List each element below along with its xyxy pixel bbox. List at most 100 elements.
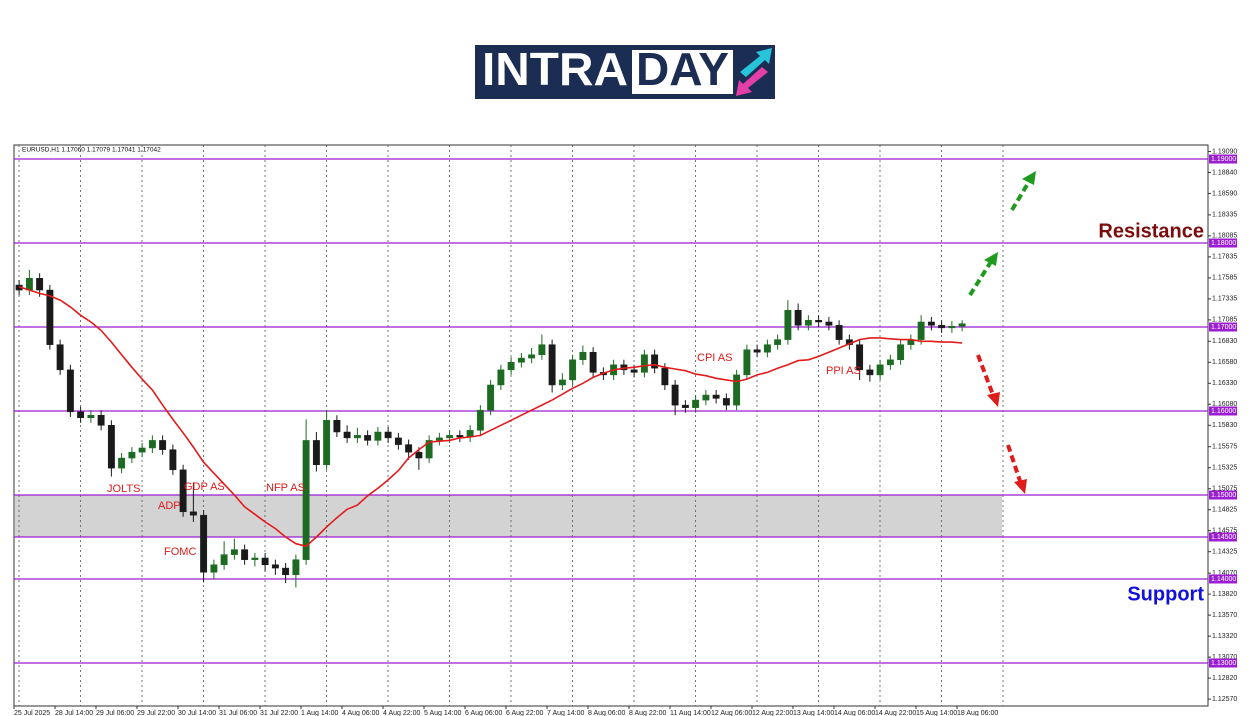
candle-body bbox=[702, 394, 710, 401]
candle-body bbox=[938, 325, 946, 329]
level-tag bbox=[1209, 154, 1237, 164]
y-tick-label: 1.18085 bbox=[1212, 233, 1237, 240]
level-tag bbox=[1209, 658, 1237, 668]
candle-body bbox=[415, 451, 423, 459]
candle-body bbox=[774, 339, 782, 345]
y-tick-label: 1.16080 bbox=[1212, 401, 1237, 408]
plot-frame bbox=[13, 144, 1209, 707]
symbol-header: EURUSD,H1 1.17060 1.17079 1.17041 1.1704… bbox=[22, 147, 161, 154]
moving-average bbox=[18, 285, 963, 548]
candle-body bbox=[118, 457, 126, 469]
y-tick-label: 1.15075 bbox=[1212, 486, 1237, 493]
candle-body bbox=[497, 369, 505, 386]
x-tick-label: 28 Jul 14:00 bbox=[55, 710, 93, 716]
candle-body bbox=[241, 549, 249, 560]
y-tick-label: 1.16830 bbox=[1212, 338, 1237, 345]
x-tick-label: 14 Aug 06:00 bbox=[834, 710, 875, 716]
y-tick-label: 1.14575 bbox=[1212, 528, 1237, 535]
y-tick-label: 1.15830 bbox=[1212, 422, 1237, 429]
x-tick-label: 5 Aug 14:00 bbox=[424, 710, 461, 716]
y-tick-label: 1.17835 bbox=[1212, 254, 1237, 261]
plot bbox=[13, 145, 1211, 709]
x-tick-label: 8 Aug 22:00 bbox=[629, 710, 666, 716]
candle-body bbox=[651, 354, 659, 369]
annotation: JOLTS bbox=[107, 483, 140, 495]
x-tick-label: 31 Jul 06:00 bbox=[219, 710, 257, 716]
candle-body bbox=[927, 321, 935, 326]
candle-body bbox=[302, 440, 310, 560]
level-tag bbox=[1209, 574, 1237, 584]
level-tag bbox=[1209, 490, 1237, 500]
logo-arrow bbox=[736, 67, 768, 96]
y-tick-label: 1.19090 bbox=[1212, 148, 1237, 155]
x-tick-label: 1 Aug 14:00 bbox=[301, 710, 338, 716]
candle-body bbox=[917, 321, 925, 340]
candle-body bbox=[835, 325, 843, 340]
level-label: 1.18000 bbox=[1211, 240, 1236, 247]
candle-body bbox=[435, 437, 443, 441]
candle-body bbox=[200, 514, 208, 573]
arrow-head bbox=[1014, 479, 1027, 494]
y-tick-label: 1.12820 bbox=[1212, 675, 1237, 682]
logo-text: INTRA bbox=[482, 43, 628, 95]
arrow bbox=[976, 354, 995, 396]
x-tick-label: 18 Aug 06:00 bbox=[957, 710, 998, 716]
x-tick-label: 6 Aug 22:00 bbox=[506, 710, 543, 716]
arrow-head bbox=[1022, 171, 1036, 185]
candle-body bbox=[681, 404, 689, 408]
candle-body bbox=[87, 414, 95, 418]
candle-body bbox=[476, 409, 484, 431]
candle-body bbox=[712, 394, 720, 399]
y-tick-label: 1.14825 bbox=[1212, 507, 1237, 514]
level-tag bbox=[1209, 322, 1237, 332]
level-label: 1.14000 bbox=[1211, 576, 1236, 583]
y-tick-label: 1.16330 bbox=[1212, 380, 1237, 387]
y-tick-label: 1.17085 bbox=[1212, 317, 1237, 324]
candle-body bbox=[384, 431, 392, 439]
x-tick-label: 29 Jul 06:00 bbox=[96, 710, 134, 716]
candle-body bbox=[323, 420, 331, 466]
x-tick-label: 12 Aug 06:00 bbox=[711, 710, 752, 716]
annotation: FOMC bbox=[164, 546, 196, 558]
candle-body bbox=[876, 364, 884, 376]
x-tick-label: 8 Aug 06:00 bbox=[588, 710, 625, 716]
candle-body bbox=[661, 367, 669, 386]
level-tag bbox=[1209, 238, 1237, 248]
x-tick-label: 4 Aug 22:00 bbox=[383, 710, 420, 716]
candle-body bbox=[692, 399, 700, 408]
candle-body bbox=[333, 420, 341, 433]
candle-body bbox=[374, 431, 382, 441]
candle-body bbox=[733, 374, 741, 406]
level-tag bbox=[1209, 406, 1237, 416]
candle-body bbox=[210, 564, 218, 573]
candle-body bbox=[36, 278, 44, 291]
candle-body bbox=[364, 435, 372, 441]
y-tick-label: 1.13570 bbox=[1212, 612, 1237, 619]
candle-body bbox=[405, 444, 413, 453]
level-label: 1.15000 bbox=[1211, 492, 1236, 499]
x-tick-label: 25 Jul 2025 bbox=[14, 710, 50, 716]
arrow-head bbox=[984, 252, 998, 266]
candle-body bbox=[271, 564, 279, 569]
candle-body bbox=[763, 344, 771, 353]
candle-body bbox=[948, 325, 956, 329]
level-label: 1.13000 bbox=[1211, 660, 1236, 667]
candle-body bbox=[128, 451, 136, 459]
candle-body bbox=[630, 369, 638, 373]
zone bbox=[15, 495, 1002, 538]
candle-body bbox=[425, 440, 433, 459]
candle-body bbox=[579, 351, 587, 361]
candle-body bbox=[640, 354, 648, 373]
level-label: 1.19000 bbox=[1211, 156, 1236, 163]
logo: INTRA DAY bbox=[475, 43, 775, 99]
annotation: CPI AS bbox=[697, 352, 732, 364]
candle-body bbox=[487, 384, 495, 411]
y-tick-label: 1.14070 bbox=[1212, 570, 1237, 577]
x-tick-label: 13 Aug 14:00 bbox=[793, 710, 834, 716]
candle-body bbox=[794, 309, 802, 326]
y-tick-label: 1.18590 bbox=[1212, 190, 1237, 197]
candle-body bbox=[784, 309, 792, 340]
candle-body bbox=[517, 357, 525, 363]
arrow-head bbox=[987, 392, 1000, 407]
candle-body bbox=[251, 557, 259, 560]
